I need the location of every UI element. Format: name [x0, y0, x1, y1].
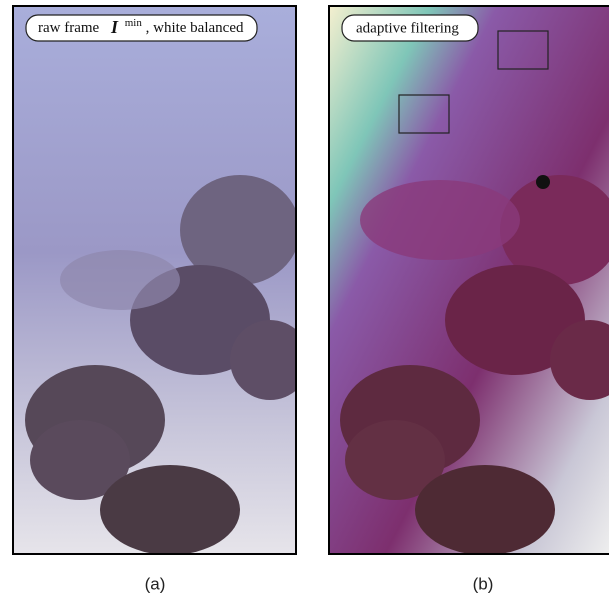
page: raw frame I min , white balanced adaptiv… [0, 0, 609, 601]
photo-b [330, 7, 609, 555]
tag-prefix: raw frame [38, 20, 100, 36]
figure: raw frame I min , white balanced adaptiv… [0, 0, 609, 601]
tag-symbol: I [110, 17, 119, 37]
panel-b: adaptive filtering [328, 5, 609, 555]
panel-caption: (b) [473, 574, 494, 593]
tag-suffix: , white balanced [146, 20, 244, 36]
panel-tag: adaptive filtering [356, 20, 459, 36]
photo-a [14, 7, 310, 555]
panel-a: raw frame I min , white balanced [12, 5, 310, 555]
panel-caption: (a) [145, 574, 166, 593]
tag-superscript: min [125, 17, 143, 29]
